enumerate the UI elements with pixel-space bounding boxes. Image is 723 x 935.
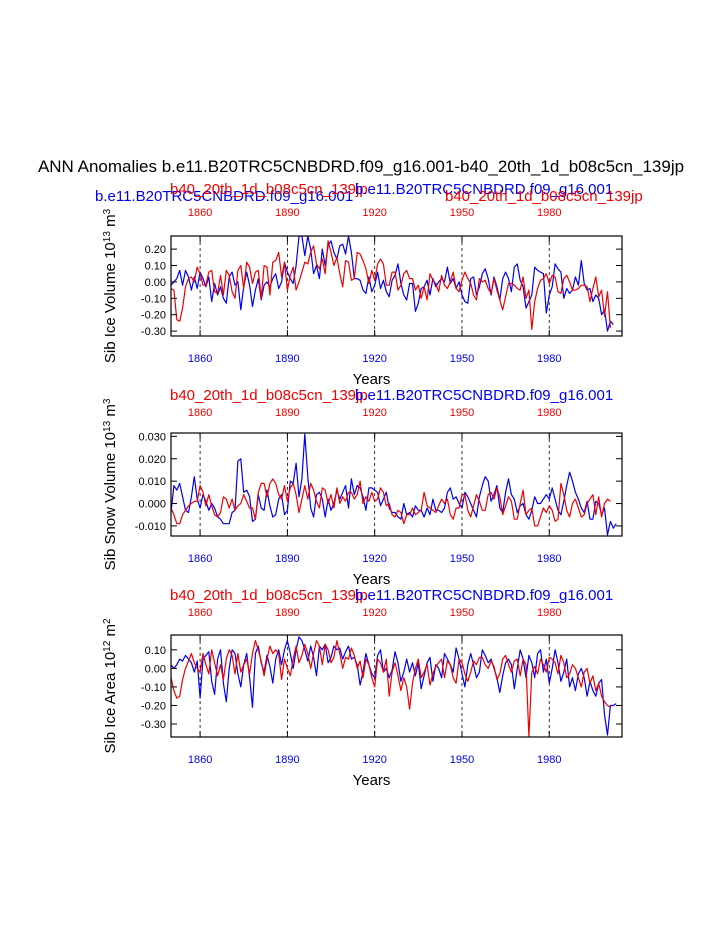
x-tick-label: 1890 xyxy=(275,553,299,565)
x-tick-label: 1950 xyxy=(450,553,474,565)
panel-sib-ice-area: b40_20th_1d_b08c5cn_139jpb.e11.B20TRC5CN… xyxy=(102,587,623,789)
title-left: b.e11.B20TRC5CNBDRD.f09_g16.001 xyxy=(95,188,353,205)
y-tick-label: -0.30 xyxy=(141,719,166,731)
top-tick-label: 1860 xyxy=(188,207,212,219)
y-tick-label: 0.10 xyxy=(145,645,166,657)
x-tick-label: 1980 xyxy=(537,553,561,565)
y-tick-label: 0.00 xyxy=(145,277,166,289)
y-tick-label: 0.020 xyxy=(138,454,166,466)
y-tick-label: 0.010 xyxy=(138,476,166,488)
top-tick-label: 1980 xyxy=(537,407,561,419)
top-tick-label: 1890 xyxy=(275,607,299,619)
panel-sib-ice-volume: b.e11.B20TRC5CNBDRD.f09_g16.001b40_20th_… xyxy=(95,181,643,388)
series-line-run-a xyxy=(171,433,617,536)
title-right-overlap: b40_20th_1d_b08c5cn_139jp xyxy=(445,188,643,205)
title-right: b.e11.B20TRC5CNBDRD.f09_g16.001 xyxy=(355,181,613,198)
top-tick-label: 1890 xyxy=(275,207,299,219)
top-tick-label: 1920 xyxy=(362,407,386,419)
series-line-run-b xyxy=(171,240,611,330)
top-tick-label: 1950 xyxy=(450,207,474,219)
plot-frame xyxy=(170,432,623,537)
series-group xyxy=(171,236,614,332)
title-right: b.e11.B20TRC5CNBDRD.f09_g16.001 xyxy=(355,387,613,404)
top-tick-label: 1980 xyxy=(537,207,561,219)
y-tick-label: -0.10 xyxy=(141,682,166,694)
y-tick-label: -0.010 xyxy=(135,521,166,533)
y-tick-label: 0.20 xyxy=(145,244,166,256)
x-tick-label: 1860 xyxy=(188,353,212,365)
series-line-run-a xyxy=(171,236,614,332)
y-axis-label: Sib Snow Volume 1013 m3 xyxy=(102,398,120,570)
top-tick-label: 1980 xyxy=(537,607,561,619)
y-tick-label: 0.030 xyxy=(138,431,166,443)
series-line-run-b xyxy=(171,478,611,527)
title-left: b40_20th_1d_b08c5cn_139jp xyxy=(170,587,368,604)
plot-frame xyxy=(170,634,623,738)
top-tick-label: 1860 xyxy=(188,607,212,619)
x-tick-label: 1980 xyxy=(537,353,561,365)
x-tick-label: 1950 xyxy=(450,353,474,365)
x-tick-label: 1890 xyxy=(275,353,299,365)
x-tick-label: 1920 xyxy=(362,754,386,766)
x-axis-label: Years xyxy=(353,772,391,789)
top-tick-label: 1950 xyxy=(450,607,474,619)
series-group xyxy=(171,433,617,536)
top-tick-label: 1950 xyxy=(450,407,474,419)
x-tick-label: 1890 xyxy=(275,754,299,766)
y-tick-label: -0.10 xyxy=(141,293,166,305)
top-tick-label: 1920 xyxy=(362,207,386,219)
y-tick-label: 0.000 xyxy=(138,499,166,511)
title-left: b40_20th_1d_b08c5cn_139jp xyxy=(170,387,368,404)
y-tick-label: -0.20 xyxy=(141,700,166,712)
top-tick-label: 1890 xyxy=(275,407,299,419)
x-tick-label: 1920 xyxy=(362,353,386,365)
page-title: ANN Anomalies b.e11.B20TRC5CNBDRD.f09_g1… xyxy=(38,157,684,176)
top-tick-label: 1860 xyxy=(188,407,212,419)
x-tick-label: 1860 xyxy=(188,754,212,766)
title-left-overlap: b40_20th_1d_b08c5cn_139jp xyxy=(170,181,368,198)
y-tick-label: 0.00 xyxy=(145,663,166,675)
series-group xyxy=(171,636,617,737)
series-line-run-b xyxy=(171,639,611,737)
plot-frame xyxy=(170,235,623,337)
x-tick-label: 1920 xyxy=(362,553,386,565)
y-tick-label: -0.30 xyxy=(141,326,166,338)
x-tick-label: 1860 xyxy=(188,553,212,565)
y-axis-label: Sib Ice Area 1012 m2 xyxy=(102,618,120,754)
top-tick-label: 1920 xyxy=(362,607,386,619)
x-axis-label: Years xyxy=(353,571,391,588)
title-right: b.e11.B20TRC5CNBDRD.f09_g16.001 xyxy=(355,587,613,604)
x-tick-label: 1980 xyxy=(537,754,561,766)
x-tick-label: 1950 xyxy=(450,754,474,766)
y-tick-label: 0.10 xyxy=(145,261,166,273)
panel-sib-snow-volume: b40_20th_1d_b08c5cn_139jpb.e11.B20TRC5CN… xyxy=(102,387,623,588)
x-axis-label: Years xyxy=(353,371,391,388)
y-tick-label: -0.20 xyxy=(141,310,166,322)
y-axis-label: Sib Ice Volume 1013 m3 xyxy=(102,208,120,363)
